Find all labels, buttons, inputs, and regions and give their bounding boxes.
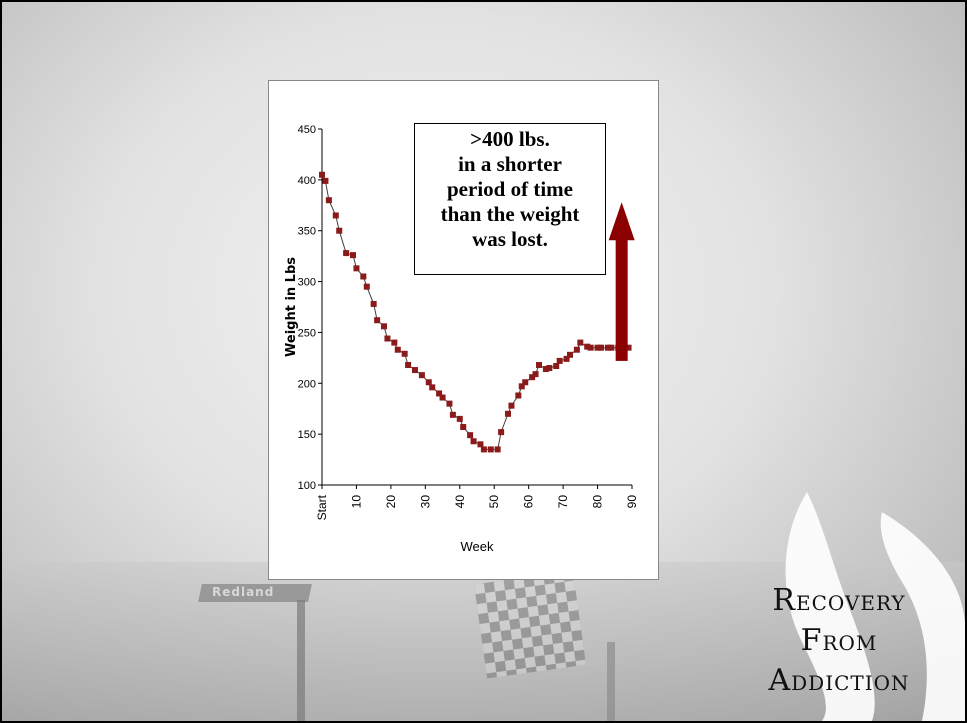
logo-swoosh-icon [785, 492, 965, 721]
data-point [425, 379, 432, 386]
data-point [494, 446, 501, 453]
data-point [391, 339, 398, 346]
x-tick-label: 60 [522, 495, 536, 509]
data-point [470, 438, 477, 445]
data-point [598, 344, 604, 351]
data-point [518, 383, 525, 390]
callout-line-2: in a shorter [458, 152, 562, 176]
data-point [394, 346, 401, 353]
x-axis-label: Week [461, 539, 494, 554]
data-point [418, 372, 425, 379]
data-point [412, 367, 418, 374]
callout-box: >400 lbs. in a shorter period of time th… [414, 123, 606, 275]
data-point [381, 323, 387, 330]
callout-line-5: was lost. [472, 227, 548, 251]
data-point [336, 227, 343, 234]
logo-line-addiction: ADDICTION [768, 663, 910, 698]
x-tick-label: 70 [556, 495, 570, 509]
data-point [446, 400, 453, 407]
y-axis-label: Weight in Lbs [284, 257, 299, 357]
data-point [553, 362, 560, 369]
y-tick-label: 150 [298, 429, 316, 441]
data-point [384, 335, 391, 342]
data-point [325, 197, 332, 204]
data-point [515, 392, 522, 399]
data-point [567, 351, 573, 358]
callout-line-1: >400 lbs. [470, 127, 550, 151]
data-point [439, 394, 446, 401]
x-tick-label: 10 [349, 495, 363, 509]
data-point [360, 273, 367, 280]
y-tick-label: 200 [298, 378, 316, 390]
data-point [573, 346, 580, 353]
logo-line-recovery: RECOVERY [772, 583, 906, 618]
data-point [508, 402, 515, 409]
y-tick-label: 100 [298, 480, 316, 492]
data-point [594, 344, 601, 351]
data-point [350, 252, 356, 259]
data-point [529, 374, 536, 381]
data-point [370, 300, 377, 307]
data-point [343, 250, 350, 257]
data-point [480, 446, 487, 453]
arrow-shaft [615, 238, 628, 361]
x-tick-label: Start [315, 494, 329, 520]
data-point [332, 212, 339, 219]
data-point [563, 355, 570, 362]
y-tick-label: 250 [298, 327, 316, 339]
background-checkered-flag [473, 570, 587, 679]
data-point [319, 171, 325, 178]
y-tick-label: 350 [298, 226, 316, 238]
data-point [460, 424, 467, 431]
x-tick-label: 80 [591, 495, 605, 509]
data-point [477, 441, 484, 448]
data-point [625, 344, 632, 351]
callout-line-4: than the weight [440, 202, 580, 226]
data-point [522, 379, 529, 386]
data-point [449, 411, 456, 418]
x-tick-label: 40 [453, 495, 467, 509]
data-point [456, 415, 463, 422]
x-tick-label: 50 [487, 495, 501, 509]
data-point [584, 343, 591, 350]
data-point [532, 371, 539, 378]
x-tick-label: 20 [384, 495, 398, 509]
data-point [604, 344, 611, 351]
x-tick-label: 90 [625, 495, 639, 509]
data-point [536, 361, 542, 368]
x-tick-label: 30 [418, 495, 432, 509]
data-point [556, 357, 563, 364]
data-point [487, 446, 494, 453]
data-point [577, 339, 584, 346]
y-tick-label: 300 [298, 277, 316, 289]
data-point [542, 366, 549, 373]
arrow-head [608, 202, 635, 241]
data-point [587, 344, 594, 351]
data-point [429, 384, 436, 391]
data-point [608, 344, 615, 351]
callout-line-3: period of time [447, 177, 573, 201]
y-tick-label: 400 [298, 175, 316, 187]
weight-chart: 100 150 200 250 300 350 400 450 Start 10 20 30 40 50 6… [284, 124, 639, 554]
background-sign-post [297, 600, 305, 721]
data-point [436, 390, 443, 397]
data-point [498, 429, 505, 436]
logo-text: RECOVERY FROM ADDICTION [754, 582, 924, 702]
data-point [546, 365, 553, 372]
background-post [607, 642, 615, 721]
data-point [505, 410, 511, 417]
data-point [374, 317, 381, 324]
data-point [401, 350, 408, 357]
data-point [363, 283, 370, 290]
background-road-sign-text: Redland [212, 585, 275, 599]
logo-line-from: FROM [800, 623, 878, 658]
y-tick-label: 450 [298, 124, 316, 136]
data-point [353, 265, 360, 272]
data-point [405, 361, 412, 368]
data-point [322, 177, 329, 184]
data-point [467, 432, 474, 439]
